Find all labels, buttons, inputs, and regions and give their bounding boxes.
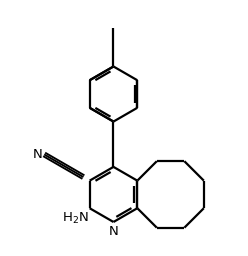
Text: N: N (33, 148, 43, 161)
Text: N: N (109, 225, 118, 238)
Text: H$_2$N: H$_2$N (62, 211, 88, 227)
